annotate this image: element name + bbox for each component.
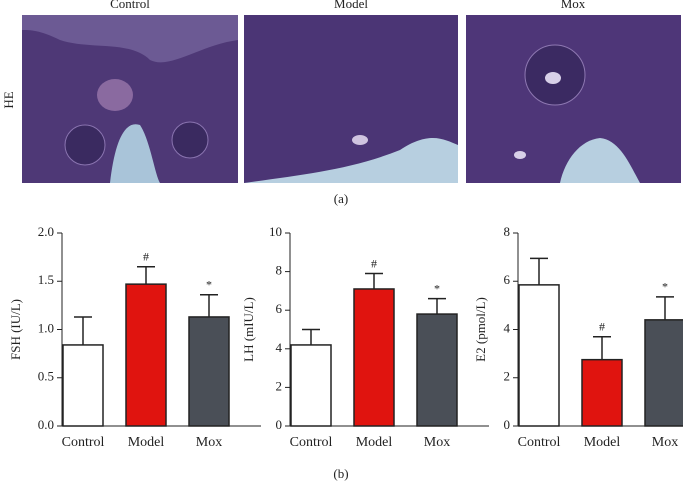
x-tick-label: Model: [584, 435, 621, 450]
bar: [125, 283, 167, 427]
y-tick-label: 10: [269, 224, 282, 239]
tissue: [22, 15, 238, 63]
x-tick-label: Control: [290, 435, 333, 450]
lumen: [110, 124, 160, 183]
significance-label: #: [371, 256, 377, 270]
y-tick-label: 4: [504, 320, 511, 335]
y-tick-label: 1.5: [38, 272, 54, 287]
bar: [416, 313, 458, 427]
x-tick-label: Control: [518, 435, 561, 450]
y-tick-label: 2: [276, 378, 283, 393]
column-label: Control: [110, 0, 150, 11]
y-axis-title: LH (mIU/L): [241, 297, 256, 362]
histology-images: [22, 15, 681, 183]
follicle: [352, 135, 368, 145]
background: [244, 138, 458, 183]
bar: [644, 319, 683, 427]
significance-label: #: [143, 250, 149, 264]
follicle: [64, 124, 106, 166]
x-tick-label: Mox: [652, 435, 678, 450]
y-axis-title: E2 (pmol/L): [473, 297, 488, 362]
significance-label: *: [434, 281, 440, 295]
y-tick-label: 1.0: [38, 320, 54, 335]
y-tick-label: 2: [504, 369, 511, 384]
y-tick-label: 8: [276, 263, 283, 278]
oocyte: [514, 151, 526, 159]
x-tick-label: Mox: [424, 435, 450, 450]
bar: [353, 288, 395, 427]
y-tick-label: 0: [276, 417, 283, 432]
y-tick-label: 4: [276, 340, 283, 355]
significance-label: *: [206, 278, 212, 292]
bar: [62, 344, 104, 427]
y-tick-label: 6: [276, 301, 283, 316]
panel-label: (a): [334, 191, 348, 206]
y-tick-label: 0.0: [38, 417, 54, 432]
y-tick-label: 0.5: [38, 369, 54, 384]
significance-label: *: [662, 280, 668, 294]
follicle: [97, 79, 133, 111]
bar: [581, 358, 623, 427]
panel-label: (b): [333, 466, 348, 481]
follicle: [171, 121, 209, 159]
x-tick-label: Model: [356, 435, 393, 450]
y-axis-title: FSH (IU/L): [8, 299, 23, 360]
background: [560, 138, 640, 183]
x-tick-label: Mox: [196, 435, 222, 450]
y-tick-label: 0: [504, 417, 511, 432]
oocyte: [545, 72, 561, 84]
bar: [188, 316, 230, 427]
y-tick-label: 8: [504, 224, 511, 239]
significance-label: #: [599, 319, 605, 333]
y-tick-label: 2.0: [38, 224, 54, 239]
bar: [290, 344, 332, 427]
column-label: Mox: [561, 0, 586, 11]
row-label: HE: [1, 91, 16, 108]
x-tick-label: Control: [62, 435, 105, 450]
y-tick-label: 6: [504, 272, 511, 287]
bar: [518, 284, 560, 427]
x-tick-label: Model: [128, 435, 165, 450]
column-label: Model: [334, 0, 368, 11]
